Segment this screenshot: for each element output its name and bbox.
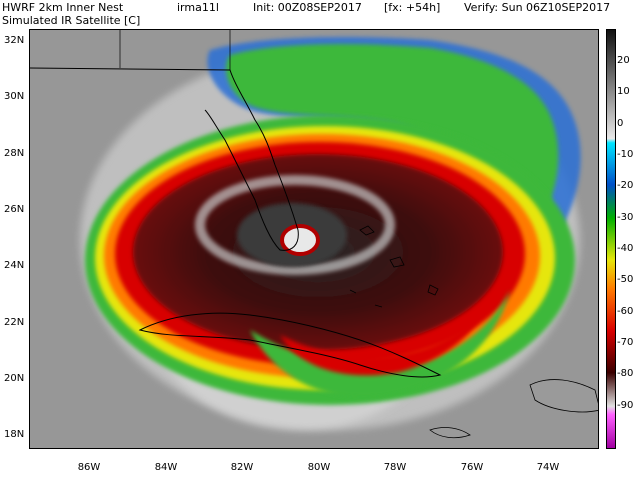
- colorbar-label: -10: [617, 149, 634, 160]
- storm-id: irma11l: [177, 1, 219, 14]
- ir-satellite-image: [30, 30, 598, 448]
- colorbar-scale: [607, 30, 615, 448]
- lat-label: 22N: [4, 317, 25, 328]
- verify-time: Verify: Sun 06Z10SEP2017: [464, 1, 611, 14]
- colorbar-label: -20: [617, 180, 634, 191]
- lon-label: 80W: [307, 462, 331, 473]
- colorbar-label: -30: [617, 212, 634, 223]
- satellite-map: [29, 29, 599, 449]
- product-title: Simulated IR Satellite [C]: [2, 14, 141, 27]
- colorbar-label: -80: [617, 368, 634, 379]
- init-time: Init: 00Z08SEP2017: [253, 1, 362, 14]
- colorbar-label: -40: [617, 243, 634, 254]
- lon-label: 76W: [460, 462, 484, 473]
- florida-coastline: [30, 67, 299, 251]
- cloud-band-green: [226, 44, 559, 240]
- colorbar-label: 20: [617, 55, 630, 66]
- colorbar: [606, 29, 616, 449]
- lon-label: 84W: [154, 462, 178, 473]
- lat-label: 18N: [4, 429, 25, 440]
- model-title: HWRF 2km Inner Nest: [2, 1, 124, 14]
- map-header: HWRF 2km Inner Nest irma11l Init: 00Z08S…: [2, 0, 638, 28]
- lon-label: 74W: [536, 462, 560, 473]
- colorbar-label: 10: [617, 86, 630, 97]
- southern-band: [250, 290, 510, 398]
- colorbar-label: -60: [617, 306, 634, 317]
- lon-label: 82W: [230, 462, 254, 473]
- lon-label: 86W: [77, 462, 101, 473]
- colorbar-label: 0: [617, 118, 624, 129]
- lat-label: 26N: [4, 204, 25, 215]
- lat-label: 32N: [4, 35, 25, 46]
- lon-label: 78W: [383, 462, 407, 473]
- colorbar-label: -70: [617, 337, 634, 348]
- colorbar-label: -50: [617, 274, 634, 285]
- cuba-coastline: [138, 312, 442, 378]
- lat-label: 30N: [4, 91, 25, 102]
- lat-label: 20N: [4, 373, 25, 384]
- forecast-hour: [fx: +54h]: [384, 1, 441, 14]
- lat-label: 28N: [4, 148, 25, 159]
- hurricane-eye: [280, 224, 320, 256]
- colorbar-label: -90: [617, 400, 634, 411]
- lat-label: 24N: [4, 260, 25, 271]
